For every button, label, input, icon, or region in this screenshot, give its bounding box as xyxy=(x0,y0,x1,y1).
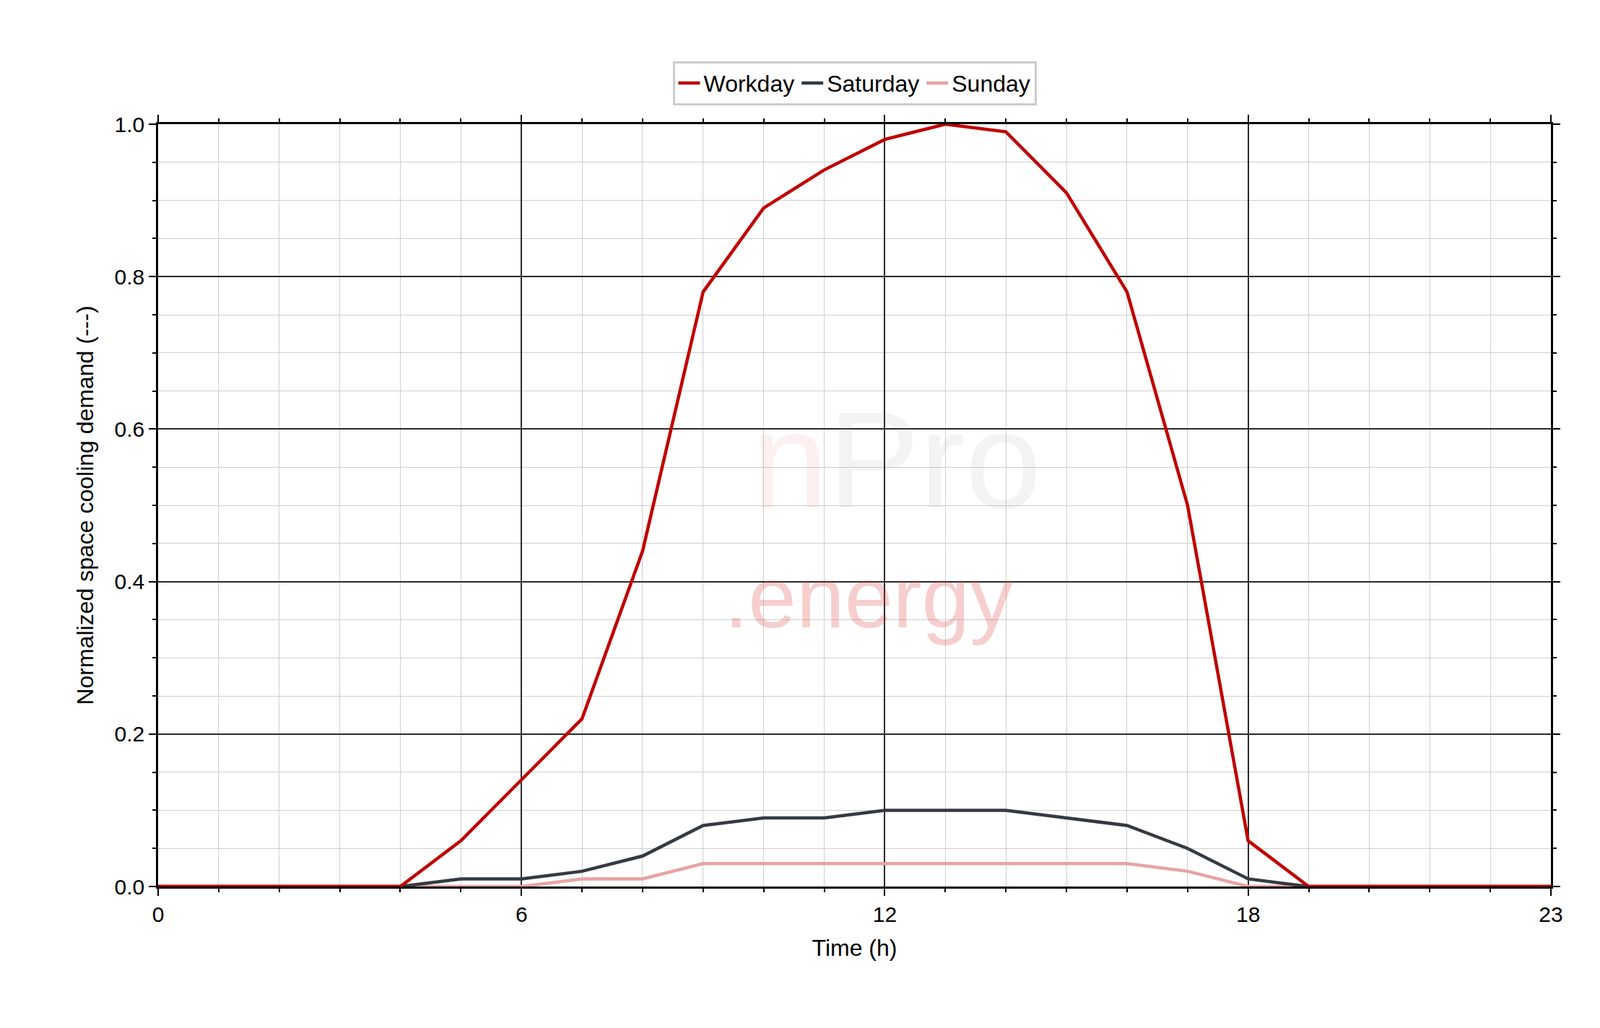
svg-text:18: 18 xyxy=(1236,902,1260,927)
svg-text:0: 0 xyxy=(152,902,165,927)
svg-text:Saturday: Saturday xyxy=(826,70,920,97)
svg-text:0.4: 0.4 xyxy=(114,569,146,594)
svg-text:.energy: .energy xyxy=(724,548,1013,646)
svg-text:1.0: 1.0 xyxy=(114,112,146,137)
svg-text:6: 6 xyxy=(515,902,528,927)
svg-text:Sunday: Sunday xyxy=(951,70,1031,97)
svg-text:0.6: 0.6 xyxy=(114,417,146,442)
svg-text:0.8: 0.8 xyxy=(114,264,146,289)
svg-text:12: 12 xyxy=(872,902,897,927)
svg-text:Time (h): Time (h) xyxy=(812,935,898,962)
svg-text:Normalized space cooling deman: Normalized space cooling demand (---) xyxy=(72,305,99,705)
svg-text:Workday: Workday xyxy=(703,70,795,97)
svg-text:nPro: nPro xyxy=(751,383,1042,537)
svg-text:0.2: 0.2 xyxy=(114,722,146,746)
svg-text:0.0: 0.0 xyxy=(114,875,146,899)
svg-text:23: 23 xyxy=(1538,902,1563,927)
